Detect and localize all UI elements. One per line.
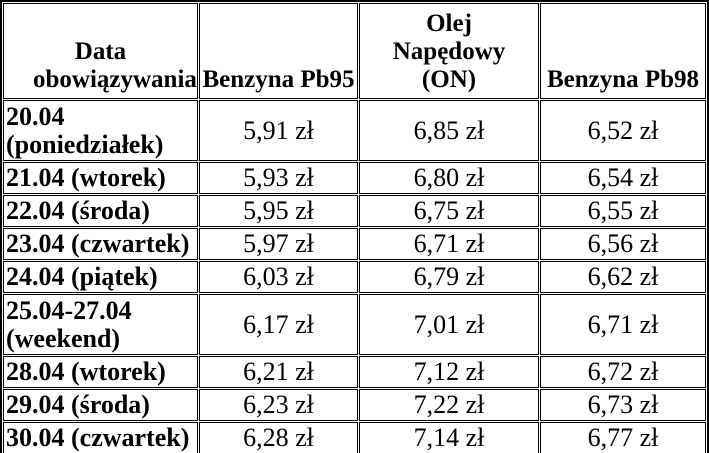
cell-pb95: 5,97 zł bbox=[199, 228, 358, 260]
cell-pb98: 6,55 zł bbox=[540, 195, 706, 227]
cell-date: 30.04 (czwartek) bbox=[3, 422, 198, 453]
cell-date: 20.04 (poniedziałek) bbox=[3, 100, 198, 161]
cell-pb98: 6,54 zł bbox=[540, 162, 706, 194]
col-header-pb95-label: Benzyna Pb95 bbox=[202, 66, 355, 93]
table-row: 22.04 (środa) 5,95 zł 6,75 zł 6,55 zł bbox=[3, 195, 706, 227]
cell-pb95: 6,17 zł bbox=[199, 294, 358, 355]
cell-pb98: 6,77 zł bbox=[540, 422, 706, 453]
col-header-date-label: Data obowiązywania bbox=[33, 38, 197, 93]
cell-pb98: 6,62 zł bbox=[540, 261, 706, 293]
cell-date: 28.04 (wtorek) bbox=[3, 356, 198, 388]
cell-pb98: 6,71 zł bbox=[540, 294, 706, 355]
cell-pb95: 5,93 zł bbox=[199, 162, 358, 194]
cell-pb98: 6,52 zł bbox=[540, 100, 706, 161]
cell-on: 6,80 zł bbox=[359, 162, 539, 194]
cell-pb95: 5,95 zł bbox=[199, 195, 358, 227]
cell-on: 7,14 zł bbox=[359, 422, 539, 453]
col-header-pb98: Benzyna Pb98 bbox=[540, 3, 706, 99]
col-header-on: Olej Napędowy (ON) bbox=[359, 3, 539, 99]
cell-pb95: 6,03 zł bbox=[199, 261, 358, 293]
cell-pb95: 6,21 zł bbox=[199, 356, 358, 388]
table-row: 23.04 (czwartek) 5,97 zł 6,71 zł 6,56 zł bbox=[3, 228, 706, 260]
col-header-pb98-label: Benzyna Pb98 bbox=[546, 66, 700, 93]
col-header-pb95: Benzyna Pb95 bbox=[199, 3, 358, 99]
cell-on: 6,71 zł bbox=[359, 228, 539, 260]
header-row: Data obowiązywania Benzyna Pb95 Olej Nap… bbox=[3, 3, 706, 99]
cell-date: 23.04 (czwartek) bbox=[3, 228, 198, 260]
cell-date: 29.04 (środa) bbox=[3, 389, 198, 421]
cell-date: 25.04-27.04 (weekend) bbox=[3, 294, 198, 355]
col-header-on-label: Olej Napędowy (ON) bbox=[392, 10, 506, 93]
table-row: 30.04 (czwartek) 6,28 zł 7,14 zł 6,77 zł bbox=[3, 422, 706, 453]
cell-on: 6,75 zł bbox=[359, 195, 539, 227]
cell-date: 22.04 (środa) bbox=[3, 195, 198, 227]
table-row: 24.04 (piątek) 6,03 zł 6,79 zł 6,62 zł bbox=[3, 261, 706, 293]
cell-pb98: 6,56 zł bbox=[540, 228, 706, 260]
cell-on: 7,01 zł bbox=[359, 294, 539, 355]
cell-pb98: 6,73 zł bbox=[540, 389, 706, 421]
cell-on: 6,85 zł bbox=[359, 100, 539, 161]
cell-on: 7,12 zł bbox=[359, 356, 539, 388]
col-header-date: Data obowiązywania bbox=[3, 3, 198, 99]
cell-date: 24.04 (piątek) bbox=[3, 261, 198, 293]
cell-pb95: 5,91 zł bbox=[199, 100, 358, 161]
table-row: 28.04 (wtorek) 6,21 zł 7,12 zł 6,72 zł bbox=[3, 356, 706, 388]
table-row: 21.04 (wtorek) 5,93 zł 6,80 zł 6,54 zł bbox=[3, 162, 706, 194]
cell-on: 6,79 zł bbox=[359, 261, 539, 293]
cell-pb95: 6,23 zł bbox=[199, 389, 358, 421]
cell-date: 21.04 (wtorek) bbox=[3, 162, 198, 194]
cell-pb95: 6,28 zł bbox=[199, 422, 358, 453]
table-row: 20.04 (poniedziałek) 5,91 zł 6,85 zł 6,5… bbox=[3, 100, 706, 161]
cell-on: 7,22 zł bbox=[359, 389, 539, 421]
cell-pb98: 6,72 zł bbox=[540, 356, 706, 388]
table-row: 25.04-27.04 (weekend) 6,17 zł 7,01 zł 6,… bbox=[3, 294, 706, 355]
table-row: 29.04 (środa) 6,23 zł 7,22 zł 6,73 zł bbox=[3, 389, 706, 421]
